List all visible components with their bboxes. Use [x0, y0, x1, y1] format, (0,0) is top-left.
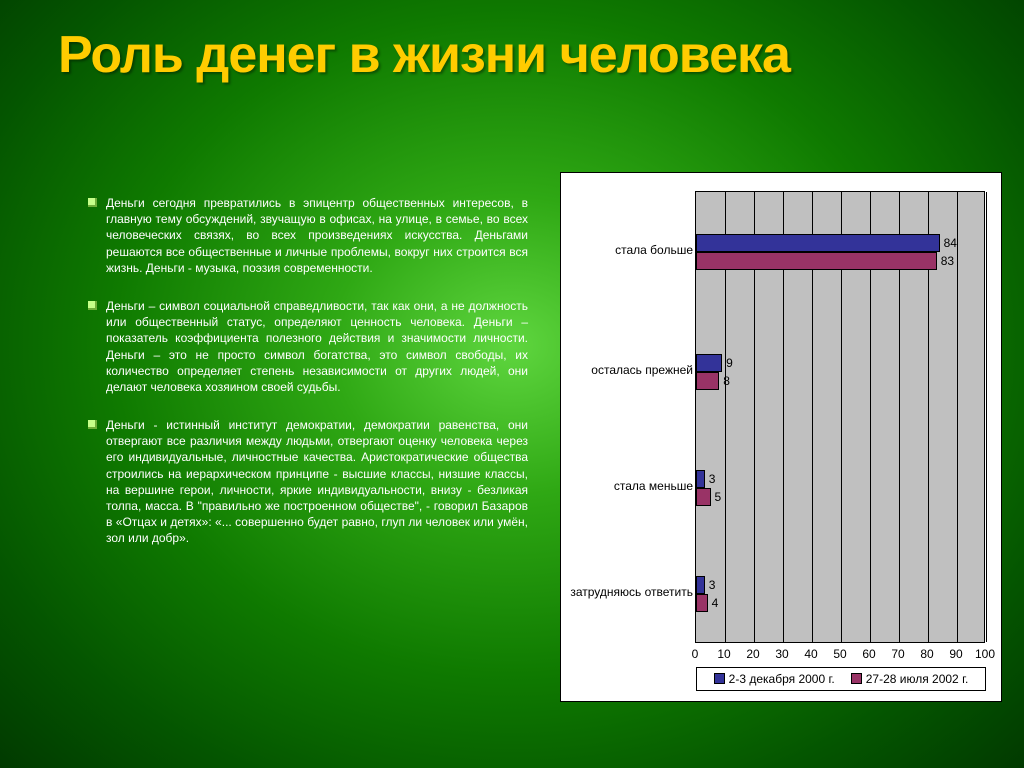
- bar-value-label: 5: [711, 488, 722, 506]
- bar-chart-panel: 8483983534 стала большеосталась прежнейс…: [560, 172, 1002, 702]
- legend-swatch: [851, 673, 862, 684]
- legend-label: 2-3 декабря 2000 г.: [729, 672, 835, 686]
- paragraph-text: Деньги сегодня превратились в эпицентр о…: [106, 196, 528, 275]
- bar: [696, 252, 937, 270]
- paragraph: Деньги сегодня превратились в эпицентр о…: [88, 195, 528, 276]
- legend: 2-3 декабря 2000 г. 27-28 июля 2002 г.: [696, 667, 986, 691]
- x-tick-label: 80: [920, 647, 933, 661]
- category-label: затрудняюсь ответить: [565, 586, 693, 599]
- x-tick-label: 20: [746, 647, 759, 661]
- category-label: стала больше: [565, 244, 693, 257]
- category-label: осталась прежней: [565, 364, 693, 377]
- bar: [696, 372, 719, 390]
- bar-value-label: 84: [940, 234, 957, 252]
- plot-area: 8483983534: [695, 191, 985, 643]
- bar-value-label: 3: [705, 576, 716, 594]
- bullet-icon: [88, 301, 97, 310]
- paragraph-text: Деньги - истинный институт демократии, д…: [106, 418, 528, 545]
- x-tick-label: 90: [949, 647, 962, 661]
- bar-value-label: 83: [937, 252, 954, 270]
- paragraph-text: Деньги – символ социальной справедливост…: [106, 299, 528, 394]
- bar-value-label: 9: [722, 354, 733, 372]
- legend-label: 27-28 июля 2002 г.: [866, 672, 969, 686]
- slide-title: Роль денег в жизни человека: [58, 28, 790, 83]
- bar: [696, 488, 711, 506]
- gridline: [957, 192, 958, 642]
- bar: [696, 576, 705, 594]
- x-tick-label: 50: [833, 647, 846, 661]
- bullet-icon: [88, 198, 97, 207]
- category-label: стала меньше: [565, 480, 693, 493]
- x-tick-label: 100: [975, 647, 995, 661]
- bullet-icon: [88, 420, 97, 429]
- paragraph: Деньги – символ социальной справедливост…: [88, 298, 528, 395]
- legend-item: 27-28 июля 2002 г.: [851, 672, 969, 686]
- bar-value-label: 3: [705, 470, 716, 488]
- x-tick-label: 10: [717, 647, 730, 661]
- gridline: [986, 192, 987, 642]
- x-tick-label: 60: [862, 647, 875, 661]
- bar: [696, 354, 722, 372]
- legend-swatch: [714, 673, 725, 684]
- paragraph: Деньги - истинный институт демократии, д…: [88, 417, 528, 547]
- body-text-column: Деньги сегодня превратились в эпицентр о…: [88, 195, 528, 569]
- legend-item: 2-3 декабря 2000 г.: [714, 672, 835, 686]
- x-tick-label: 30: [775, 647, 788, 661]
- x-tick-label: 70: [891, 647, 904, 661]
- bar: [696, 594, 708, 612]
- x-tick-label: 40: [804, 647, 817, 661]
- bar-value-label: 4: [708, 594, 719, 612]
- bar: [696, 234, 940, 252]
- bar-value-label: 8: [719, 372, 730, 390]
- x-tick-label: 0: [692, 647, 699, 661]
- bar: [696, 470, 705, 488]
